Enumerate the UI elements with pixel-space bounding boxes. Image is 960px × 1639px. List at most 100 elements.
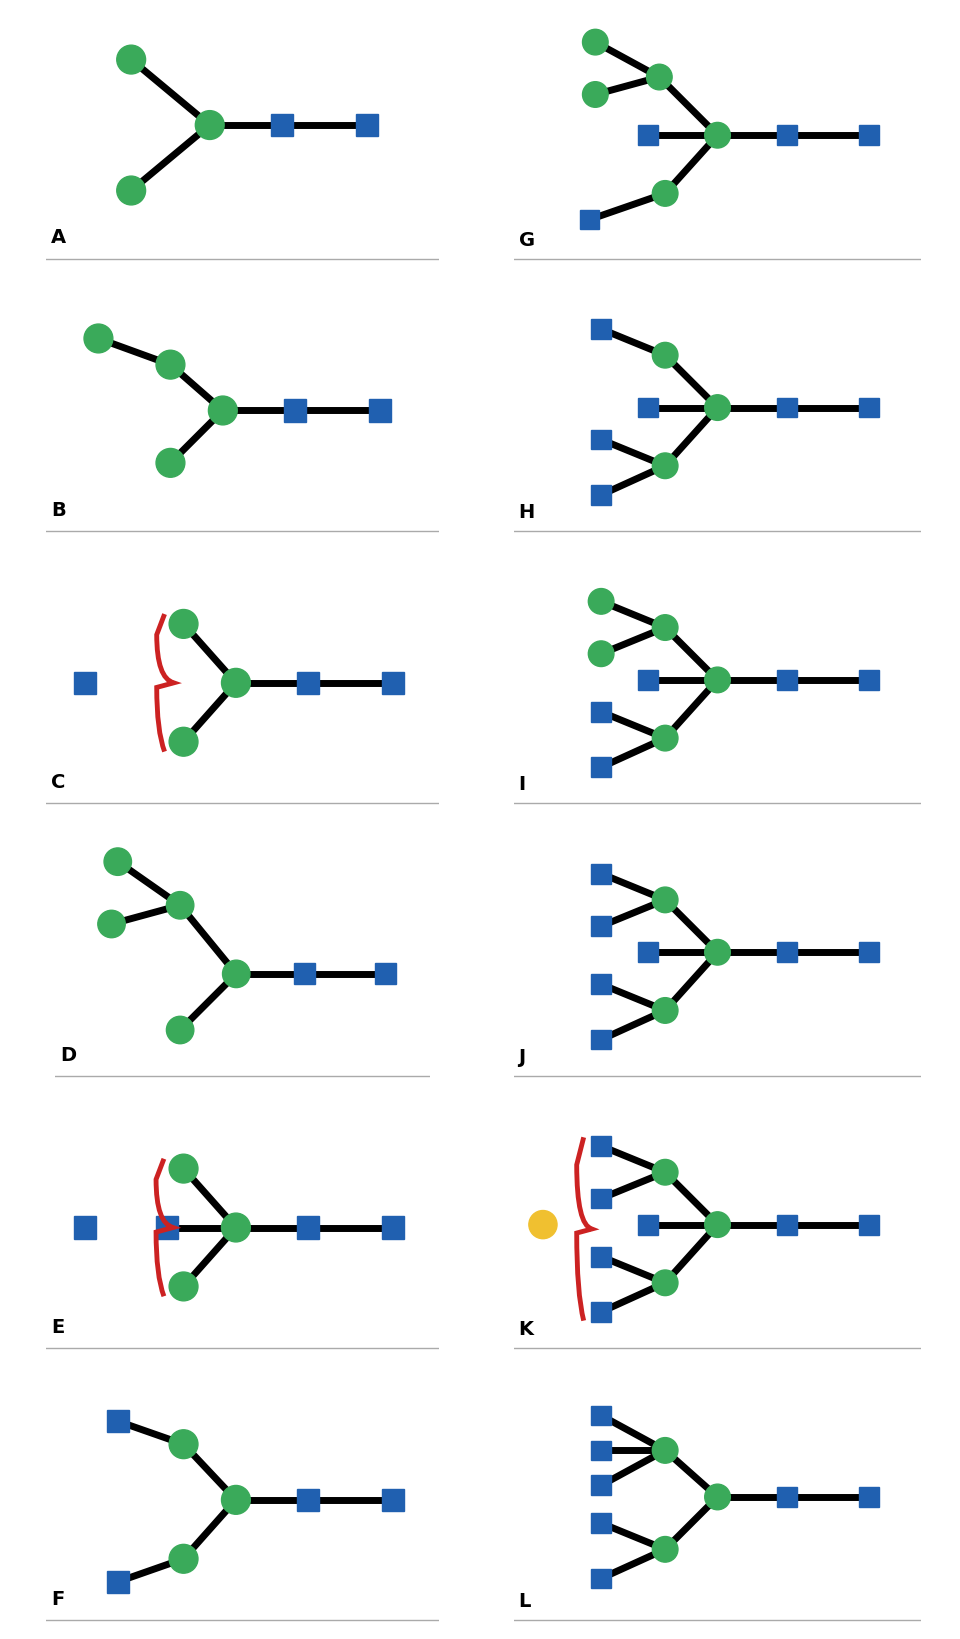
Text: K: K: [518, 1319, 534, 1339]
Circle shape: [653, 182, 678, 207]
Circle shape: [104, 849, 132, 875]
Bar: [382, 672, 404, 695]
Circle shape: [653, 888, 678, 913]
Circle shape: [705, 123, 731, 149]
Bar: [637, 942, 658, 962]
Circle shape: [166, 1016, 194, 1044]
Bar: [591, 1247, 611, 1267]
Bar: [778, 1487, 797, 1506]
Circle shape: [169, 610, 198, 639]
Circle shape: [166, 892, 194, 919]
Bar: [297, 1488, 319, 1511]
Bar: [375, 964, 396, 985]
Bar: [591, 703, 611, 723]
Bar: [591, 320, 611, 339]
Bar: [778, 942, 797, 962]
Bar: [859, 670, 878, 690]
Circle shape: [653, 1437, 678, 1464]
Circle shape: [653, 454, 678, 479]
Bar: [591, 485, 611, 505]
Bar: [859, 942, 878, 962]
Bar: [74, 1216, 96, 1239]
Text: I: I: [518, 775, 526, 793]
Bar: [859, 1214, 878, 1234]
Bar: [859, 126, 878, 146]
Circle shape: [169, 1272, 198, 1301]
Circle shape: [222, 1213, 251, 1242]
Bar: [591, 975, 611, 995]
Bar: [591, 1569, 611, 1588]
Circle shape: [705, 395, 731, 421]
Text: H: H: [518, 503, 535, 521]
Circle shape: [705, 1213, 731, 1237]
Bar: [778, 670, 797, 690]
Bar: [369, 400, 391, 423]
Circle shape: [84, 325, 113, 354]
Bar: [107, 1410, 130, 1432]
Circle shape: [653, 998, 678, 1024]
Circle shape: [705, 1485, 731, 1510]
Bar: [591, 864, 611, 883]
Circle shape: [653, 615, 678, 641]
Bar: [284, 400, 306, 423]
Circle shape: [653, 1270, 678, 1296]
Text: G: G: [518, 231, 535, 249]
Text: C: C: [51, 772, 65, 792]
Bar: [107, 1570, 130, 1593]
Circle shape: [705, 939, 731, 965]
Circle shape: [98, 911, 125, 938]
Circle shape: [156, 449, 185, 479]
Bar: [591, 1136, 611, 1155]
Bar: [591, 916, 611, 936]
Circle shape: [653, 1160, 678, 1185]
Text: B: B: [51, 500, 66, 520]
Bar: [637, 126, 658, 146]
Bar: [637, 398, 658, 418]
Bar: [778, 126, 797, 146]
Circle shape: [588, 588, 614, 615]
Circle shape: [653, 726, 678, 751]
Circle shape: [222, 669, 251, 698]
Circle shape: [117, 46, 146, 75]
Bar: [637, 670, 658, 690]
Bar: [382, 1488, 404, 1511]
Bar: [156, 1216, 179, 1239]
Circle shape: [222, 1485, 251, 1514]
Bar: [297, 1216, 319, 1239]
Circle shape: [653, 343, 678, 369]
Circle shape: [529, 1211, 557, 1239]
Circle shape: [223, 960, 250, 988]
Circle shape: [169, 1429, 198, 1459]
Bar: [382, 1216, 404, 1239]
Bar: [591, 1513, 611, 1532]
Circle shape: [195, 111, 224, 141]
Bar: [591, 1303, 611, 1323]
Circle shape: [169, 728, 198, 757]
Bar: [859, 398, 878, 418]
Bar: [859, 1487, 878, 1506]
Bar: [591, 431, 611, 451]
Circle shape: [117, 177, 146, 207]
Bar: [778, 398, 797, 418]
Bar: [637, 1214, 658, 1234]
Circle shape: [583, 82, 608, 108]
Bar: [591, 1406, 611, 1426]
Circle shape: [169, 1154, 198, 1183]
Bar: [356, 115, 378, 138]
Circle shape: [646, 66, 672, 90]
Text: L: L: [518, 1591, 531, 1611]
Bar: [591, 1188, 611, 1208]
Text: E: E: [51, 1316, 64, 1336]
Text: D: D: [60, 1046, 77, 1065]
Circle shape: [705, 667, 731, 693]
Circle shape: [583, 30, 608, 56]
Bar: [591, 1029, 611, 1051]
Bar: [294, 964, 316, 985]
Circle shape: [653, 1537, 678, 1562]
Text: J: J: [518, 1047, 526, 1065]
Text: A: A: [51, 228, 66, 247]
Circle shape: [208, 397, 237, 426]
Bar: [778, 1214, 797, 1234]
Bar: [591, 757, 611, 777]
Bar: [591, 1441, 611, 1460]
